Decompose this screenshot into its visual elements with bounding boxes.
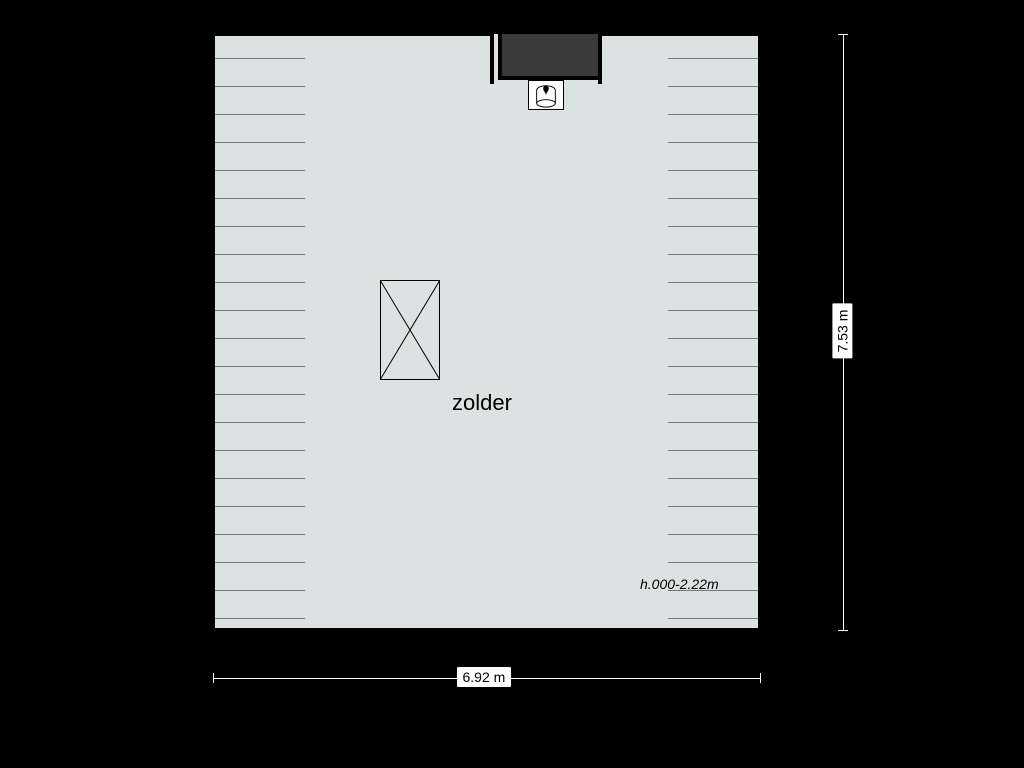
ceiling-height-label: h.000-2.22m: [640, 576, 719, 592]
floorplan-canvas: zolder h.000-2.22m 6.92 m 7.53 m: [0, 0, 1024, 768]
floor-hatch-cross-icon: [380, 280, 440, 380]
dimension-height-label: 7.53 m: [832, 304, 852, 359]
chimney: [490, 34, 602, 84]
chimney-slab: [498, 34, 602, 80]
room-label: zolder: [452, 390, 512, 416]
dimension-width-label: 6.92 m: [457, 667, 512, 687]
room-zolder: [213, 34, 760, 630]
flue-pipe: [528, 80, 564, 110]
floor-hatch: [380, 280, 440, 380]
flue-icon: [529, 81, 563, 109]
